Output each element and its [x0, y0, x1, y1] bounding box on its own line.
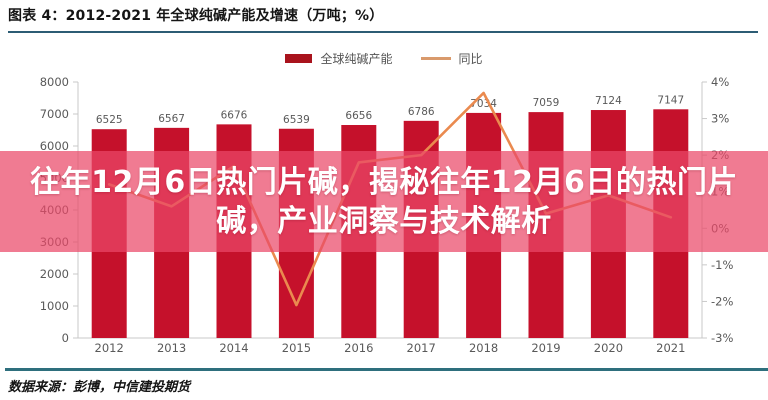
- x-axis-label: 2014: [219, 341, 248, 355]
- left-axis-label: 0: [62, 331, 69, 345]
- title-divider: [8, 31, 758, 33]
- chart-legend: 全球纯碱产能 同比: [0, 50, 768, 66]
- bar-value-label: 6676: [221, 109, 248, 121]
- bar-value-label: 7059: [533, 97, 560, 109]
- x-axis-label: 2012: [95, 341, 124, 355]
- x-axis-label: 2016: [344, 341, 373, 355]
- right-axis-label: 4%: [711, 75, 729, 89]
- x-axis-label: 2020: [594, 341, 623, 355]
- data-source: 数据来源：彭博，中信建投期货: [8, 380, 191, 395]
- left-axis-label: 7000: [40, 107, 69, 121]
- bar-value-label: 6525: [96, 114, 123, 126]
- x-axis-label: 2021: [656, 341, 685, 355]
- right-axis-label: -1%: [711, 258, 733, 272]
- chart-title: 图表 4：2012-2021 年全球纯碱产能及增速（万吨；%）: [8, 8, 384, 24]
- x-axis-label: 2017: [407, 341, 436, 355]
- overlay-banner-line2: 碱，产业洞察与技术解析: [216, 203, 552, 239]
- x-axis-label: 2013: [157, 341, 186, 355]
- bar-value-label: 6656: [345, 110, 372, 122]
- left-axis-label: 1000: [40, 299, 69, 313]
- x-axis-label: 2015: [282, 341, 311, 355]
- bar-value-label: 6539: [283, 114, 310, 126]
- right-axis-label: 3%: [711, 112, 729, 126]
- left-axis-label: 2000: [40, 267, 69, 281]
- overlay-banner-line1: 往年12月6日热门片碱，揭秘往年12月6日的热门片: [30, 164, 738, 200]
- bar-value-label: 6786: [408, 106, 435, 118]
- left-axis-label: 8000: [40, 75, 69, 89]
- bar-value-label: 7147: [657, 94, 684, 106]
- yoy-series-swatch-icon: [420, 56, 451, 60]
- bar-value-label: 6567: [158, 113, 185, 125]
- capacity-series-label: 全球纯碱产能: [320, 51, 393, 66]
- right-axis-label: -3%: [711, 331, 733, 345]
- capacity-series-swatch-icon: [285, 53, 313, 63]
- x-axis-label: 2019: [531, 341, 560, 355]
- bar-value-label: 7124: [595, 95, 622, 107]
- left-axis-label: 6000: [40, 139, 69, 153]
- x-axis-label: 2018: [469, 341, 498, 355]
- legend-item-capacity: 全球纯碱产能: [285, 50, 393, 67]
- yoy-series-label: 同比: [458, 51, 483, 66]
- footer-divider: [5, 368, 768, 371]
- overlay-banner: 往年12月6日热门片碱，揭秘往年12月6日的热门片 碱，产业洞察与技术解析: [0, 151, 768, 252]
- legend-item-yoy: 同比: [420, 50, 483, 67]
- right-axis-label: -2%: [711, 294, 733, 308]
